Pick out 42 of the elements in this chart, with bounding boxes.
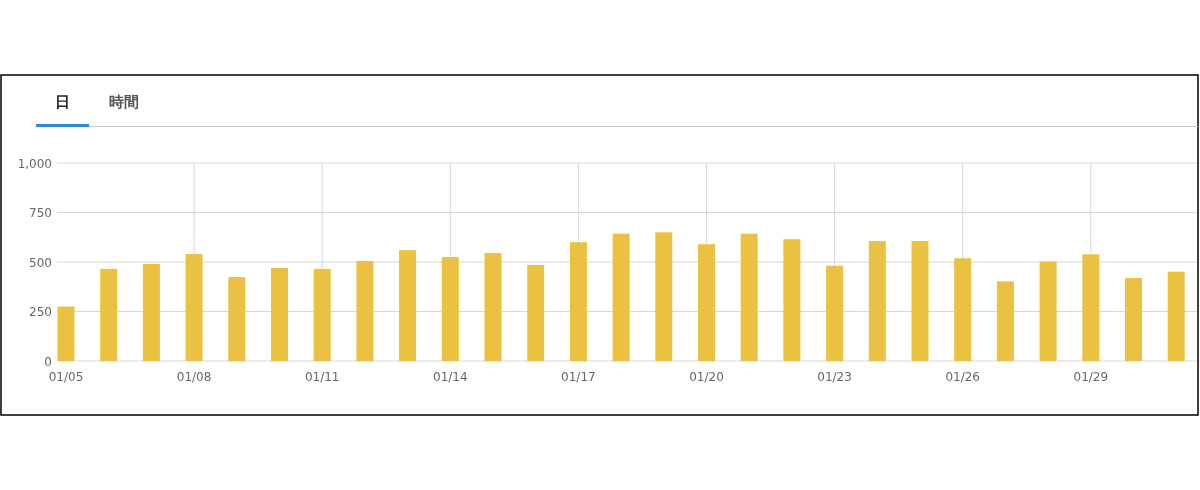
bar <box>228 277 246 361</box>
y-tick-label: 0 <box>44 354 52 369</box>
bar <box>996 281 1014 361</box>
bar <box>100 268 118 361</box>
bar <box>954 258 972 361</box>
x-tick-label: 01/14 <box>433 370 468 384</box>
x-tick-label: 01/17 <box>561 370 596 384</box>
bar <box>569 242 587 361</box>
bar <box>1167 271 1185 361</box>
x-tick-label: 01/26 <box>945 370 980 384</box>
bar <box>740 233 758 361</box>
bar <box>356 261 374 361</box>
bar <box>527 264 545 361</box>
bar <box>783 239 801 361</box>
x-tick-label: 01/08 <box>176 370 212 384</box>
bar <box>911 241 929 361</box>
bar <box>271 267 288 361</box>
x-tick-label: 01/05 <box>48 370 84 384</box>
x-tick-label: 01/20 <box>689 370 724 384</box>
bar <box>185 254 203 361</box>
x-tick-label: 01/23 <box>817 370 852 384</box>
tabs: 日 時間 <box>35 93 1199 127</box>
bar <box>57 306 75 361</box>
y-tick-label: 1,000 <box>17 156 52 171</box>
bar <box>1039 261 1057 361</box>
y-tick-label: 500 <box>29 255 52 270</box>
bar <box>826 265 844 361</box>
bar <box>484 253 502 361</box>
bar <box>441 257 459 361</box>
x-tick-label: 01/11 <box>304 370 340 384</box>
bar <box>399 250 417 361</box>
bar <box>313 268 331 361</box>
bar <box>1082 254 1100 361</box>
bar <box>142 263 160 361</box>
bar <box>655 232 673 361</box>
bar <box>1125 278 1142 361</box>
bar <box>698 244 715 361</box>
bar <box>868 241 886 361</box>
bar <box>612 233 630 361</box>
y-tick-label: 250 <box>29 305 52 319</box>
y-tick-label: 750 <box>29 206 52 220</box>
x-tick-label: 01/29 <box>1073 370 1109 384</box>
